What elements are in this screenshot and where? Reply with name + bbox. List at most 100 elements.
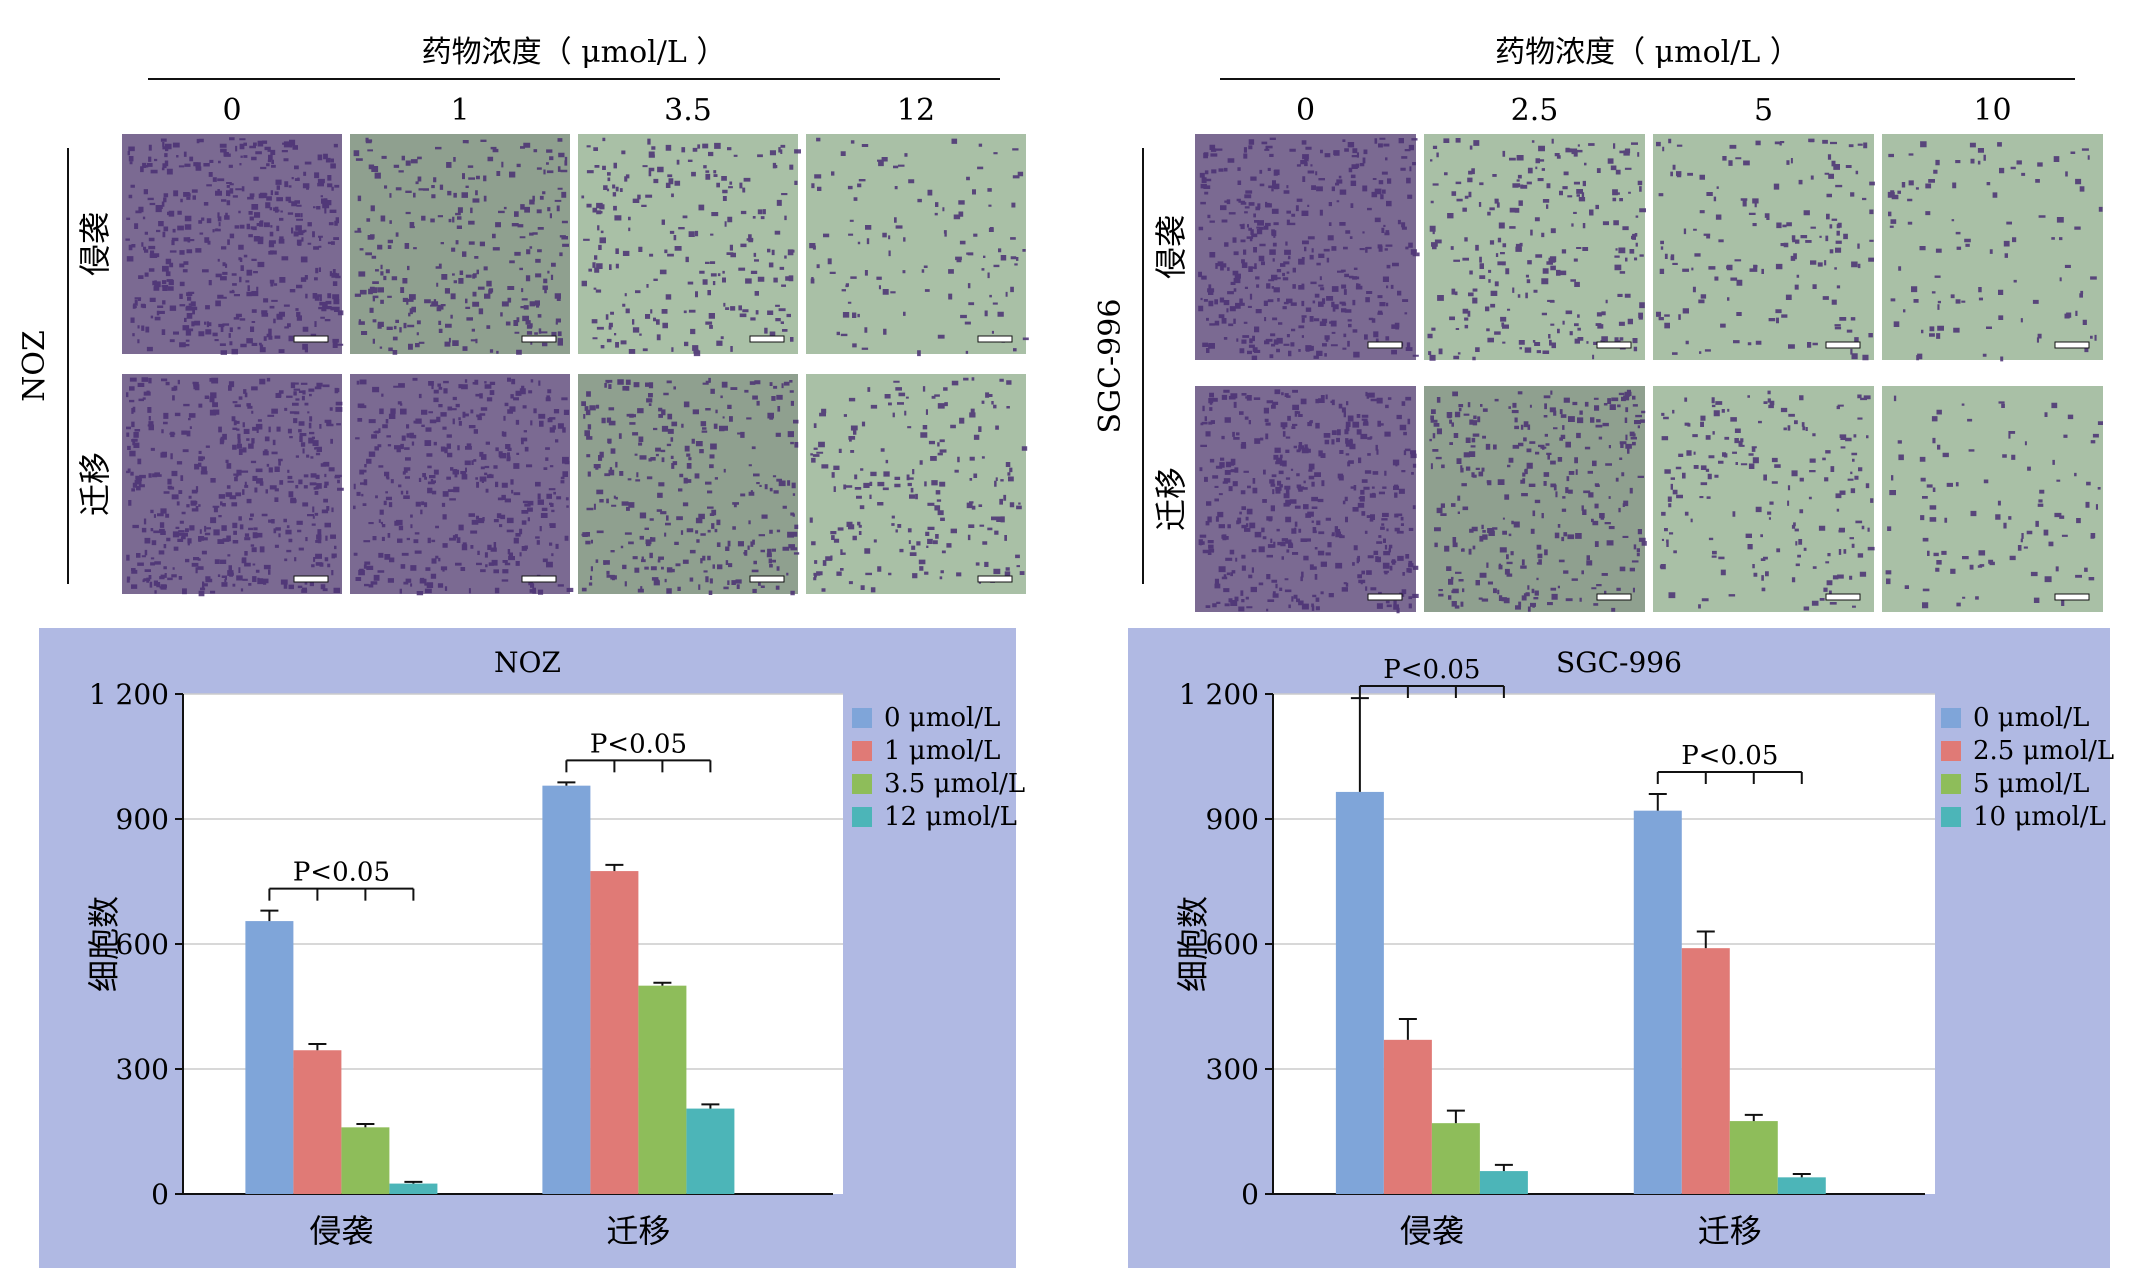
micrograph-tile (122, 134, 344, 355)
y-tick-label: 300 (1206, 1053, 1259, 1086)
chart-title: NOZ (494, 646, 561, 679)
micrograph-tile (578, 134, 801, 357)
micrograph-background (806, 134, 1026, 354)
bar (1383, 1039, 1432, 1194)
bar (686, 1108, 735, 1194)
concentration-label: 5 (1754, 93, 1773, 128)
category-label: 迁移 (606, 1212, 670, 1250)
concentration-label: 0 (1296, 93, 1315, 128)
concentration-label: 0 (222, 93, 241, 128)
stained-cells (581, 377, 800, 596)
stained-cells (1659, 390, 1875, 611)
stained-cells (809, 137, 1029, 357)
concentration-label: 10 (1973, 93, 2011, 128)
legend-swatch (1941, 708, 1961, 728)
legend-label: 2.5 μmol/L (1973, 736, 2114, 766)
micrograph-background (806, 374, 1026, 594)
legend-swatch (1941, 741, 1961, 761)
micrograph-background (350, 134, 570, 354)
bar (1681, 948, 1730, 1194)
bar (1479, 1171, 1528, 1194)
category-label: 侵袭 (309, 1212, 373, 1250)
micrograph-tile (1653, 386, 1875, 612)
legend-swatch (1941, 774, 1961, 794)
concentration-label: 2.5 (1511, 93, 1559, 128)
micrograph-tile (350, 134, 570, 355)
scale-bar (1825, 593, 1861, 601)
bar (638, 985, 687, 1194)
scale-bar (521, 335, 557, 343)
bar (389, 1183, 438, 1194)
stained-cells (353, 377, 574, 596)
chart-title: SGC-996 (1556, 646, 1682, 679)
micrograph-tile (1882, 386, 2103, 612)
scale-bar (2054, 341, 2090, 349)
micrograph-background (1653, 134, 1874, 360)
bar (245, 921, 294, 1194)
scale-bar (1596, 341, 1632, 349)
micrograph-tile (350, 374, 574, 596)
micrograph-tile (1424, 134, 1646, 361)
bar (1431, 1123, 1480, 1194)
bar (1335, 791, 1384, 1194)
micrograph-background (578, 374, 798, 594)
scale-bar (1367, 341, 1403, 349)
scale-bar (293, 575, 329, 583)
legend-swatch (1941, 807, 1961, 827)
y-tick-label: 600 (116, 928, 169, 961)
legend-label: 5 μmol/L (1973, 769, 2089, 799)
scale-bar (977, 575, 1013, 583)
significance-label: P<0.05 (1383, 655, 1480, 685)
micrograph-background (122, 374, 342, 594)
scale-bar (1596, 593, 1632, 601)
row-label: 侵袭 (76, 212, 114, 276)
stained-cells (125, 137, 344, 355)
stained-cells (353, 137, 569, 355)
micrograph-tile (806, 134, 1029, 357)
concentration-header: 药物浓度（ μmol/L ） (422, 35, 727, 70)
micrograph-tile (578, 374, 800, 596)
bar (341, 1127, 390, 1194)
legend-label: 0 μmol/L (1973, 703, 2089, 733)
significance-label: P<0.05 (590, 729, 687, 759)
scale-bar (1825, 341, 1861, 349)
y-tick-label: 900 (1206, 803, 1259, 836)
legend-swatch (852, 741, 872, 761)
concentration-label: 3.5 (664, 93, 712, 128)
legend-label: 12 μmol/L (884, 802, 1017, 832)
legend-swatch (852, 774, 872, 794)
scale-bar (749, 575, 785, 583)
micrograph-background (1882, 386, 2103, 612)
micrograph-background (1424, 134, 1645, 360)
concentration-header: 药物浓度（ μmol/L ） (1495, 35, 1800, 70)
micrograph-tile (122, 374, 344, 597)
y-tick-label: 0 (151, 1178, 169, 1211)
y-tick-label: 1 200 (89, 678, 169, 711)
legend-label: 3.5 μmol/L (884, 769, 1025, 799)
micrograph-tile (1424, 386, 1647, 612)
stained-cells (1885, 395, 2103, 609)
y-tick-label: 600 (1206, 928, 1259, 961)
scale-bar (977, 335, 1013, 343)
y-axis-label: 细胞数 (1174, 896, 1212, 992)
micrograph-tile (1653, 134, 1875, 361)
row-label: 侵袭 (1152, 215, 1190, 279)
legend-label: 10 μmol/L (1973, 802, 2106, 832)
scale-bar (1367, 593, 1403, 601)
scale-bar (2054, 593, 2090, 601)
stained-cells (581, 137, 801, 357)
micrograph-background (1424, 386, 1645, 612)
bar (1633, 810, 1682, 1194)
bar (542, 785, 591, 1194)
bar (1729, 1121, 1778, 1194)
row-label: 迁移 (76, 452, 114, 516)
y-axis-label: 细胞数 (85, 896, 123, 992)
scale-bar (749, 335, 785, 343)
micrograph-background (1882, 134, 2103, 360)
y-tick-label: 1 200 (1179, 678, 1259, 711)
bar (590, 871, 639, 1194)
concentration-label: 12 (897, 93, 935, 128)
micrograph-tile (806, 374, 1028, 594)
